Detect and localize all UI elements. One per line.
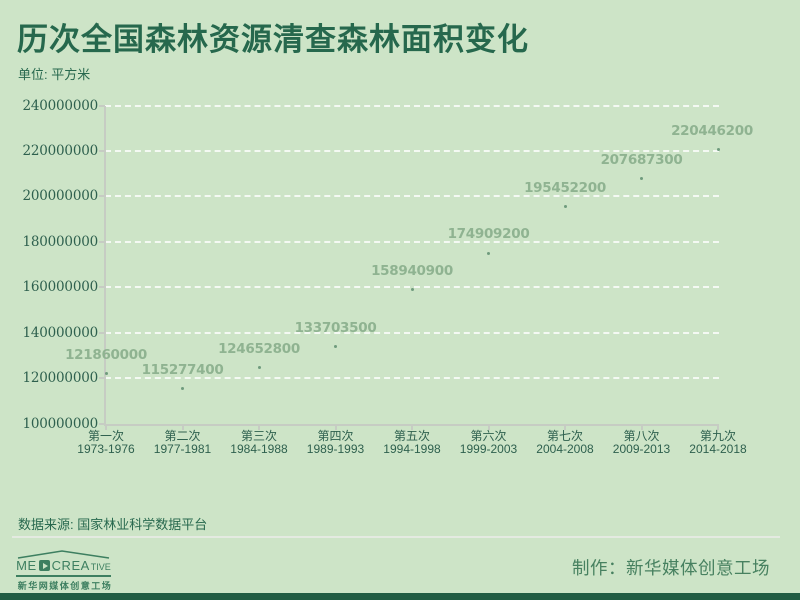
x-tick-label: 第六次 1999-2003 — [444, 428, 534, 457]
x-tick — [640, 425, 643, 430]
logo-brand-right-large: CREA — [51, 558, 90, 573]
data-point-dot — [104, 372, 108, 376]
data-point-dot — [257, 366, 261, 369]
x-tick-ordinal: 第六次 — [470, 428, 507, 443]
logo-brand-text: ME CREA TIVE — [16, 558, 111, 573]
data-point-dot — [410, 288, 414, 292]
data-point-dot — [181, 387, 184, 391]
y-tick — [99, 195, 105, 198]
y-tick — [99, 149, 105, 152]
x-tick-years: 2014-2018 — [689, 442, 747, 456]
data-point-label: 158940900 — [371, 262, 453, 279]
data-point-dot — [563, 205, 567, 209]
y-tick-label: 160000000 — [22, 279, 98, 296]
x-tick-label: 第八次 2009-2013 — [597, 428, 687, 457]
y-tick — [99, 377, 105, 380]
x-tick-years: 2004-2008 — [536, 442, 594, 456]
grid-line — [105, 331, 719, 334]
grid-line — [105, 149, 719, 152]
x-tick-years: 1999-2003 — [459, 442, 518, 456]
data-point-label: 174909200 — [447, 226, 530, 243]
x-tick — [564, 425, 566, 430]
x-tick-ordinal: 第三次 — [240, 428, 277, 443]
logo-brand-right-small: TIVE — [90, 562, 111, 572]
y-tick-label: 240000000 — [22, 97, 98, 114]
y-tick-label: 200000000 — [22, 188, 98, 205]
logo-subtext: 新华网媒体创意工场 — [17, 581, 113, 591]
x-tick-label: 第五次 1994-1998 — [367, 428, 457, 457]
grid-line — [105, 104, 719, 107]
y-tick-label: 140000000 — [22, 324, 98, 341]
y-tick-label: 120000000 — [22, 370, 98, 387]
x-tick-label: 第一次 1973-1976 — [61, 428, 151, 457]
data-point-label: 121860000 — [65, 346, 147, 363]
x-tick-years: 1977-1981 — [153, 442, 212, 456]
data-point-label: 133703500 — [294, 319, 377, 336]
y-tick-label: 180000000 — [22, 233, 98, 250]
page-title: 历次全国森林资源清查森林面积变化 — [17, 22, 529, 57]
x-axis-line — [105, 423, 719, 426]
y-tick-label: 100000000 — [22, 415, 98, 432]
x-tick-ordinal: 第五次 — [393, 428, 430, 443]
unit-label: 单位: 平方米 — [18, 67, 91, 82]
x-tick — [717, 425, 719, 430]
data-point-label: 195452200 — [524, 179, 606, 196]
x-tick-label: 第九次 2014-2018 — [673, 428, 763, 457]
x-tick-label: 第二次 1977-1981 — [138, 428, 228, 457]
x-tick-label: 第三次 1984-1988 — [214, 428, 304, 457]
data-point-dot — [487, 251, 490, 255]
x-tick-years: 1973-1976 — [77, 442, 135, 456]
y-tick — [99, 331, 105, 334]
x-tick-label: 第四次 1989-1993 — [291, 428, 381, 457]
grid-line — [105, 240, 719, 243]
x-tick — [334, 425, 337, 430]
y-tick — [99, 104, 105, 107]
logo-roof-icon — [17, 550, 110, 559]
x-tick — [487, 425, 490, 430]
grid-line — [105, 195, 719, 198]
data-point-label: 220446200 — [671, 122, 753, 139]
x-tick — [411, 425, 413, 430]
data-point-label: 124652800 — [218, 340, 300, 357]
x-tick-years: 1989-1993 — [306, 442, 365, 456]
logo-underline — [16, 575, 111, 577]
footer-bar — [0, 593, 800, 600]
data-source-label: 数据来源: 国家林业科学数据平台 — [18, 517, 208, 532]
grid-line — [105, 377, 719, 380]
play-icon — [38, 560, 50, 571]
data-point-dot — [334, 345, 337, 349]
credit-label: 制作：新华媒体创意工场 — [572, 558, 770, 578]
x-tick-ordinal: 第二次 — [164, 428, 201, 443]
y-axis-line — [104, 105, 106, 426]
x-tick-ordinal: 第一次 — [87, 428, 124, 443]
x-tick-label: 第七次 2004-2008 — [520, 428, 610, 457]
data-point-dot — [716, 148, 720, 152]
x-tick-ordinal: 第四次 — [317, 428, 354, 443]
x-tick — [105, 425, 107, 430]
x-tick — [181, 425, 184, 430]
x-tick-ordinal: 第八次 — [623, 428, 660, 443]
data-point-label: 115277400 — [141, 361, 224, 378]
y-tick — [99, 240, 105, 243]
x-tick-years: 1984-1988 — [230, 442, 288, 456]
x-tick — [258, 425, 260, 430]
x-tick-years: 1994-1998 — [383, 442, 441, 456]
data-point-label: 207687300 — [600, 151, 683, 168]
x-tick-years: 2009-2013 — [612, 442, 671, 456]
y-tick — [99, 422, 105, 425]
data-point-dot — [640, 177, 643, 181]
footer-divider — [12, 536, 780, 538]
y-tick — [99, 286, 105, 289]
x-tick-ordinal: 第七次 — [546, 428, 583, 443]
logo-brand-left: ME — [16, 558, 37, 573]
grid-line — [105, 286, 719, 289]
y-tick-label: 220000000 — [22, 142, 98, 159]
media-creative-logo: ME CREA TIVE 新华网媒体创意工场 — [14, 549, 116, 591]
x-tick-ordinal: 第九次 — [699, 428, 736, 443]
